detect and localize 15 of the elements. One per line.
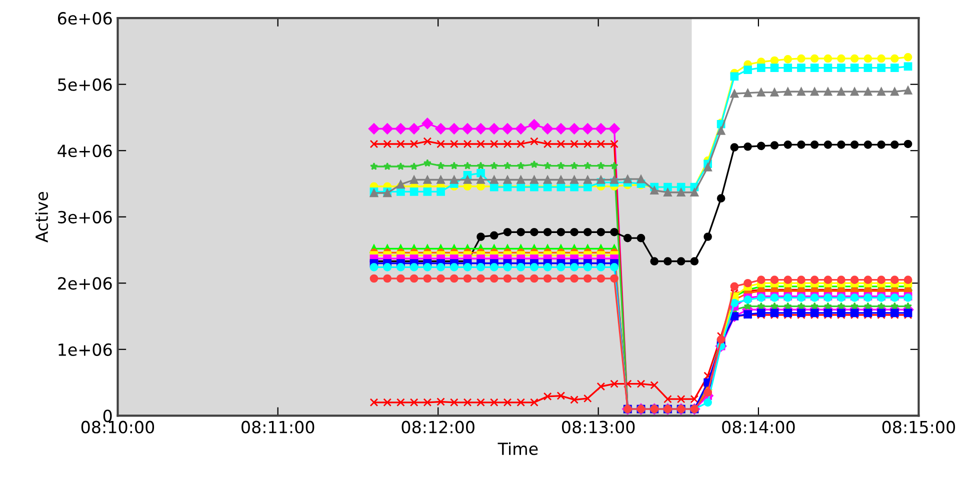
x-axis-title: Time — [498, 442, 538, 456]
y-tick-label: 4e+06 — [58, 144, 112, 158]
x-tick-label: 08:14:00 — [722, 420, 795, 434]
x-tick-label: 08:13:00 — [562, 420, 635, 434]
x-tick-label: 08:11:00 — [242, 420, 314, 434]
x-tick-label: 08:10:00 — [81, 420, 154, 434]
y-tick-label: 0 — [103, 410, 112, 422]
y-tick-label: 3e+06 — [58, 210, 112, 224]
y-tick-label: 6e+06 — [58, 12, 112, 25]
y-axis-title: Active — [35, 192, 48, 243]
x-tick-label: 08:12:00 — [402, 420, 474, 434]
y-tick-label: 5e+06 — [58, 78, 112, 91]
y-tick-label: 1e+06 — [58, 343, 112, 356]
y-tick-label: 2e+06 — [58, 277, 112, 290]
x-tick-label: 08:15:00 — [882, 420, 955, 434]
